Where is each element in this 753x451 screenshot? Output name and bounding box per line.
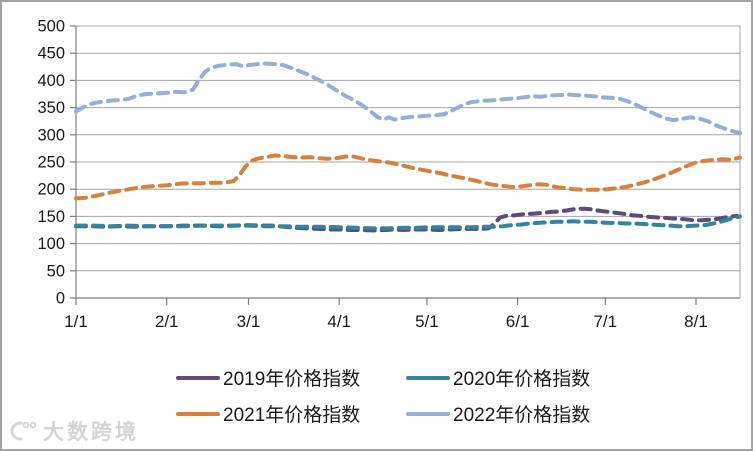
legend-swatch-2020 xyxy=(406,375,450,380)
legend-row-2: 2021年价格指数 2022年价格指数 xyxy=(176,400,636,427)
y-tick-label: 100 xyxy=(37,235,65,253)
x-tick-label: 1/1 xyxy=(64,312,88,331)
x-tick-label: 6/1 xyxy=(506,312,530,331)
legend-label-2020: 2020年价格指数 xyxy=(453,369,591,390)
legend-row-1: 2019年价格指数 2020年价格指数 xyxy=(176,364,636,391)
x-tick-label: 8/1 xyxy=(684,312,708,331)
y-tick-label: 400 xyxy=(37,72,65,90)
legend-item-2021: 2021年价格指数 xyxy=(176,400,406,427)
legend-swatch-2021 xyxy=(176,411,220,416)
x-tick-label: 5/1 xyxy=(415,312,439,331)
x-tick-label: 7/1 xyxy=(593,312,617,331)
legend-swatch-2019 xyxy=(176,375,220,380)
x-tick-label: 4/1 xyxy=(327,312,351,331)
legend-label-2022: 2022年价格指数 xyxy=(453,405,591,426)
y-tick-label: 150 xyxy=(37,208,65,226)
series-line-2020 xyxy=(74,214,742,231)
plot-area: 0 50 100 150 200 250 300 350 400 450 500 1/1 2/1 3/1 4… xyxy=(37,18,742,331)
y-tick-label: 450 xyxy=(37,45,65,63)
legend-swatch-2022 xyxy=(406,411,450,416)
legend-label-2019: 2019年价格指数 xyxy=(223,369,361,390)
y-tick-label: 250 xyxy=(37,154,65,172)
y-tick-label: 200 xyxy=(37,181,65,199)
y-tick-label: 300 xyxy=(37,126,65,144)
chart-legend: 2019年价格指数 2020年价格指数 2021年价格指数 2022年价格指数 xyxy=(74,364,738,427)
legend-item-2019: 2019年价格指数 xyxy=(176,364,406,391)
series-line-2022 xyxy=(74,61,742,136)
legend-label-2021: 2021年价格指数 xyxy=(223,405,361,426)
watermark-logo-icon xyxy=(10,421,37,441)
x-tick-label: 2/1 xyxy=(155,312,179,331)
y-tick-label: 0 xyxy=(56,290,65,308)
y-tick-label: 350 xyxy=(37,99,65,117)
legend-item-2022: 2022年价格指数 xyxy=(406,400,636,427)
series-line-2019 xyxy=(74,206,739,233)
series-line-2021 xyxy=(74,153,742,201)
y-tick-label: 500 xyxy=(37,18,65,36)
legend-item-2020: 2020年价格指数 xyxy=(406,364,636,391)
y-tick-label: 50 xyxy=(47,262,65,280)
x-tick-label: 3/1 xyxy=(237,312,261,331)
